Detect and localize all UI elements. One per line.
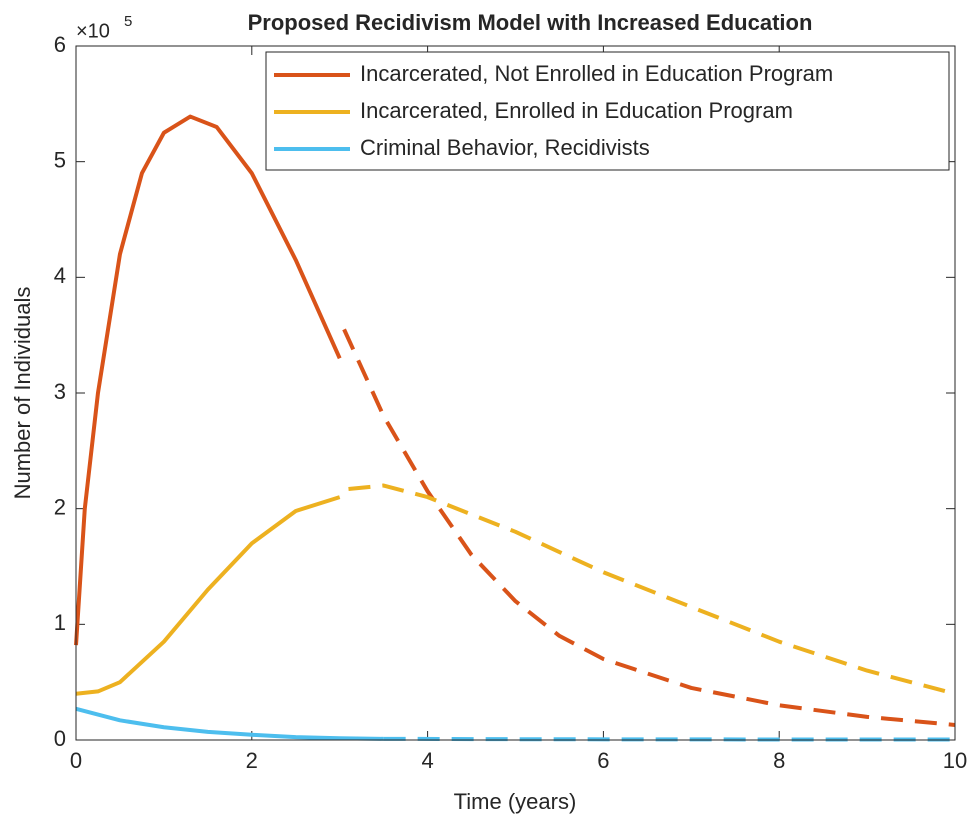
x-tick-label: 2 [246, 748, 258, 773]
y-tick-label: 6 [54, 32, 66, 57]
y-tick-label: 0 [54, 726, 66, 751]
y-tick-label: 2 [54, 494, 66, 519]
y-tick-label: 1 [54, 610, 66, 635]
chart-title: Proposed Recidivism Model with Increased… [248, 10, 813, 35]
series-line [342, 328, 956, 727]
x-tick-label: 4 [421, 748, 433, 773]
x-tick-label: 0 [70, 748, 82, 773]
legend-label: Criminal Behavior, Recidivists [360, 135, 650, 160]
series-line [348, 483, 956, 696]
y-multiplier: ×10 [76, 20, 110, 42]
series-line [383, 736, 956, 742]
series-line [75, 706, 384, 741]
y-tick-label: 3 [54, 379, 66, 404]
legend-box [265, 51, 950, 171]
y-multiplier-exponent: 5 [124, 13, 132, 30]
y-tick-label: 4 [54, 263, 66, 288]
x-tick-label: 10 [943, 748, 967, 773]
x-tick-label: 8 [773, 748, 785, 773]
legend-label: Incarcerated, Not Enrolled in Education … [360, 61, 833, 86]
y-axis-label: Number of Individuals [10, 287, 35, 500]
series-line [75, 495, 341, 696]
x-axis-label: Time (years) [454, 789, 577, 814]
legend-label: Incarcerated, Enrolled in Education Prog… [360, 98, 793, 123]
x-tick-label: 6 [597, 748, 609, 773]
series-line [74, 114, 342, 646]
plot-frame [75, 45, 956, 741]
y-tick-label: 5 [54, 147, 66, 172]
